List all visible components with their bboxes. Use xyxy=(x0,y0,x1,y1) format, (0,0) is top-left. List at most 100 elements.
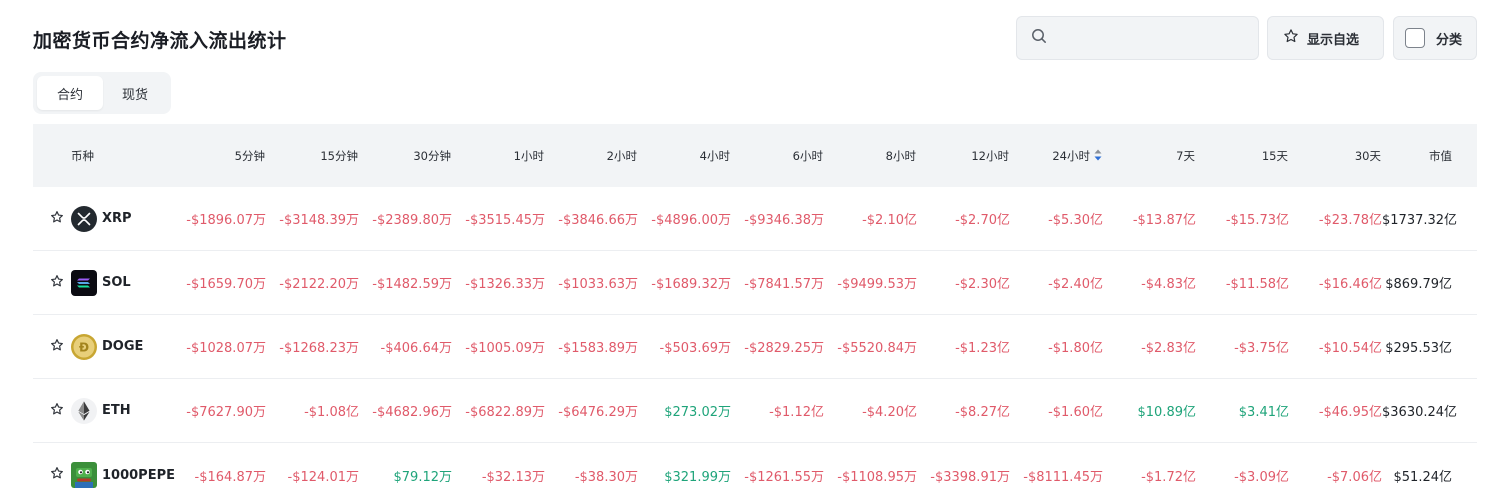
column-header-1[interactable]: 5分钟 xyxy=(173,148,266,164)
flow-value-cell: -$15.73亿 xyxy=(1225,213,1289,228)
column-header-12[interactable]: 15天 xyxy=(1196,148,1289,164)
table-header: 币种 5分钟 15分钟 30分钟 1小时 2小时 4小时 6小时 8小时 12小时 24小时 7天 15… xyxy=(33,124,1477,187)
flow-value-cell: -$38.30万 xyxy=(574,469,638,485)
column-header-6[interactable]: 4小时 xyxy=(638,148,731,164)
show-favorites-button[interactable]: 显示自选 xyxy=(1267,16,1384,60)
xrp-logo-icon xyxy=(71,205,97,232)
category-checkbox[interactable] xyxy=(1405,28,1425,48)
flow-value-cell: -$1326.33万 xyxy=(465,277,545,292)
column-header-label: 30天 xyxy=(1354,148,1381,163)
column-header-7[interactable]: 6小时 xyxy=(731,148,824,164)
flow-value-cell: -$13.87亿 xyxy=(1132,213,1196,228)
star-outline-icon xyxy=(1283,28,1299,48)
favorite-star-icon[interactable] xyxy=(50,210,64,228)
table-row[interactable]: SOL -$1659.70万 -$2122.20万 -$1482.59万 -$1326.… xyxy=(33,251,1477,315)
table-row[interactable]: XRP -$1896.07万 -$3148.39万 -$2389.80万 -$3515.… xyxy=(33,187,1477,251)
flow-value-cell: -$1108.95万 xyxy=(837,469,917,485)
column-header-label: 1小时 xyxy=(513,148,544,163)
net-flow-table: 币种 5分钟 15分钟 30分钟 1小时 2小时 4小时 6小时 8小时 12小时 24小时 7天 15… xyxy=(33,124,1477,500)
flow-value-cell: -$32.13万 xyxy=(481,469,545,485)
flow-value-cell: -$164.87万 xyxy=(194,469,266,485)
table-row[interactable]: 1000PEPE -$164.87万 -$124.01万 $79.12万 -$32.13… xyxy=(33,443,1477,500)
flow-value-cell: -$23.78亿 xyxy=(1318,213,1382,228)
coin-symbol[interactable]: XRP xyxy=(102,211,132,226)
doge-logo-icon: Ð xyxy=(71,333,97,360)
flow-value-cell: -$9346.38万 xyxy=(744,213,824,228)
sort-desc-icon[interactable] xyxy=(1094,149,1102,164)
flow-value-cell: -$4.83亿 xyxy=(1141,277,1196,292)
column-header-label: 30分钟 xyxy=(413,148,451,163)
flow-value-cell: -$1.12亿 xyxy=(769,405,824,420)
favorite-star-icon[interactable] xyxy=(50,466,64,484)
flow-value-cell: -$2.10亿 xyxy=(862,213,917,228)
flow-value-cell: -$1261.55万 xyxy=(744,469,824,485)
market-type-tabs: 合约 现货 xyxy=(33,72,171,114)
flow-value-cell: -$4896.00万 xyxy=(651,213,731,228)
flow-value-cell: -$2389.80万 xyxy=(372,213,452,228)
flow-value-cell: -$2122.20万 xyxy=(279,277,359,292)
favorite-star-icon[interactable] xyxy=(50,274,64,292)
column-header-label: 12小时 xyxy=(971,148,1009,163)
favorite-star-icon[interactable] xyxy=(50,402,64,420)
coin-symbol[interactable]: 1000PEPE xyxy=(102,467,175,483)
flow-value-cell: -$5520.84万 xyxy=(837,341,917,356)
coin-cell: SOL xyxy=(33,269,173,296)
flow-value-cell: -$2.83亿 xyxy=(1141,341,1196,356)
flow-value-cell: -$3148.39万 xyxy=(279,213,359,228)
column-header-4[interactable]: 1小时 xyxy=(452,148,545,164)
column-header-3[interactable]: 30分钟 xyxy=(359,148,452,164)
table-row[interactable]: ETH -$7627.90万 -$1.08亿 -$4682.96万 -$6822.89万… xyxy=(33,379,1477,443)
show-favorites-label: 显示自选 xyxy=(1307,32,1360,48)
pepe-logo-icon xyxy=(71,462,97,488)
flow-value-cell: -$1.08亿 xyxy=(304,405,359,420)
favorite-star-icon[interactable] xyxy=(50,338,64,356)
column-header-label: 4小时 xyxy=(699,148,730,163)
coin-cell: XRP xyxy=(33,205,173,232)
column-header-label: 7天 xyxy=(1176,148,1195,163)
column-header-2[interactable]: 15分钟 xyxy=(266,148,359,164)
coin-cell: 1000PEPE xyxy=(33,462,175,488)
column-header-11[interactable]: 7天 xyxy=(1103,148,1196,164)
column-header-9[interactable]: 12小时 xyxy=(917,148,1010,164)
flow-value-cell: $10.89亿 xyxy=(1137,405,1197,420)
tab-futures[interactable]: 合约 xyxy=(37,76,103,110)
flow-value-cell: $79.12万 xyxy=(393,469,453,485)
coin-symbol[interactable]: SOL xyxy=(102,275,131,290)
flow-value-cell: -$1.80亿 xyxy=(1048,341,1103,356)
column-header-label: 2小时 xyxy=(606,148,637,163)
flow-value-cell: -$124.01万 xyxy=(287,469,359,485)
tab-spot[interactable]: 现货 xyxy=(121,87,148,103)
coin-symbol[interactable]: DOGE xyxy=(102,339,144,354)
category-toggle[interactable]: 分类 xyxy=(1393,16,1477,60)
flow-value-cell: -$1659.70万 xyxy=(186,277,266,292)
flow-value-cell: -$7.06亿 xyxy=(1327,469,1382,485)
column-header-5[interactable]: 2小时 xyxy=(545,148,638,164)
flow-value-cell: $321.99万 xyxy=(664,469,731,485)
category-label: 分类 xyxy=(1436,32,1463,48)
column-header-13[interactable]: 30天 xyxy=(1289,148,1382,164)
column-header-8[interactable]: 8小时 xyxy=(824,148,917,164)
flow-value-cell: -$3515.45万 xyxy=(465,213,545,228)
flow-value-cell: -$4682.96万 xyxy=(372,405,452,420)
flow-value-cell: -$3.75亿 xyxy=(1234,341,1289,356)
column-header-label: 24小时 xyxy=(1052,148,1090,163)
svg-text:Ð: Ð xyxy=(79,340,89,354)
market-cap-cell: $3630.24亿 xyxy=(1382,405,1458,420)
column-header-14[interactable]: 市值 xyxy=(1382,148,1462,164)
coin-cell: Ð DOGE xyxy=(33,333,173,360)
search-input[interactable] xyxy=(1055,17,1258,59)
flow-value-cell: -$1.23亿 xyxy=(955,341,1010,356)
column-header-0: 币种 xyxy=(33,148,173,164)
column-header-10[interactable]: 24小时 xyxy=(1010,148,1103,164)
flow-value-cell: -$3846.66万 xyxy=(558,213,638,228)
search-box[interactable] xyxy=(1016,16,1259,60)
flow-value-cell: -$6476.29万 xyxy=(558,405,638,420)
table-row[interactable]: Ð DOGE -$1028.07万 -$1268.23万 -$406.64万 -$1005… xyxy=(33,315,1477,379)
flow-value-cell: -$7627.90万 xyxy=(186,405,266,420)
coin-symbol[interactable]: ETH xyxy=(102,403,131,418)
flow-value-cell: -$3398.91万 xyxy=(930,469,1010,485)
flow-value-cell: -$5.30亿 xyxy=(1048,213,1103,228)
market-cap-cell: $869.79亿 xyxy=(1385,277,1452,292)
column-header-label: 8小时 xyxy=(885,148,916,163)
flow-value-cell: -$1689.32万 xyxy=(651,277,731,292)
